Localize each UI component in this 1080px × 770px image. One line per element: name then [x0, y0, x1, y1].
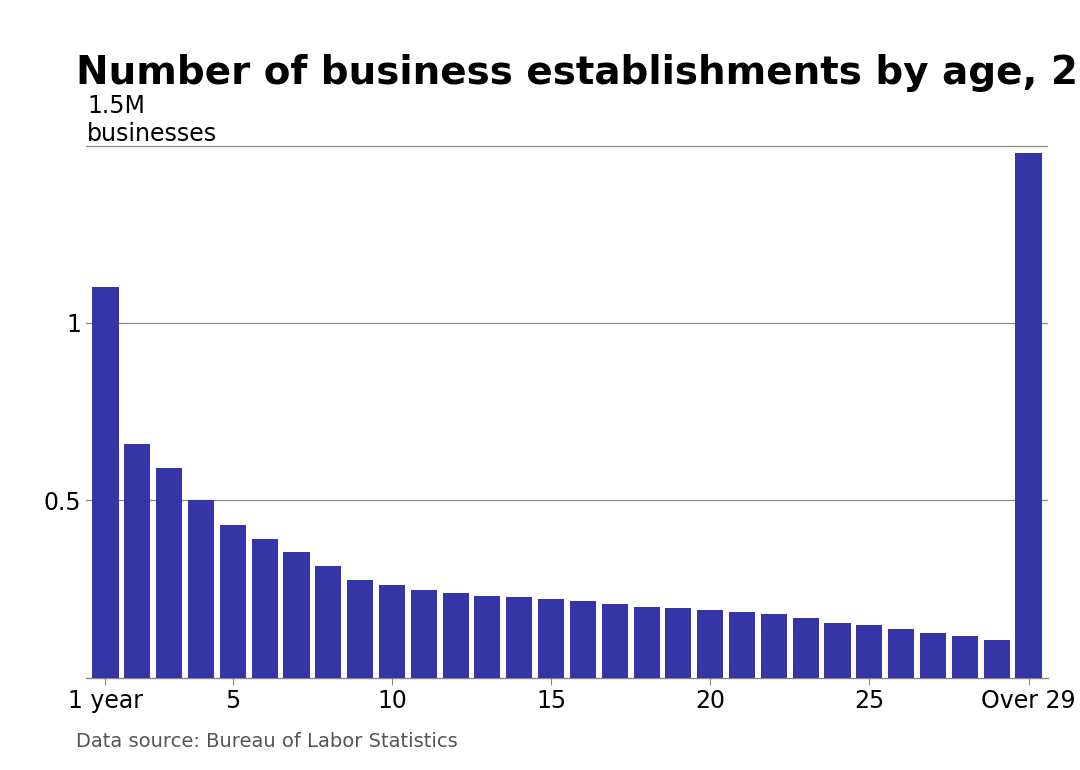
Bar — [698, 610, 724, 678]
Bar — [951, 636, 977, 678]
Text: 1.5M
businesses: 1.5M businesses — [87, 94, 217, 146]
Bar — [824, 623, 851, 678]
Bar — [665, 608, 691, 678]
Bar — [570, 601, 596, 678]
Bar — [443, 593, 469, 678]
Bar — [888, 628, 915, 678]
Bar — [474, 596, 500, 678]
Bar — [379, 585, 405, 678]
Text: Number of business establishments by age, 2022: Number of business establishments by age… — [76, 54, 1080, 92]
Bar — [124, 444, 150, 678]
Bar — [252, 539, 278, 678]
Bar — [729, 612, 755, 678]
Bar — [188, 500, 214, 678]
Bar — [283, 551, 310, 678]
Bar — [793, 618, 819, 678]
Bar — [1015, 152, 1041, 678]
Bar — [920, 633, 946, 678]
Bar — [219, 525, 246, 678]
Bar — [507, 598, 532, 678]
Bar — [315, 566, 341, 678]
Bar — [760, 614, 787, 678]
Bar — [856, 625, 882, 678]
Bar — [157, 468, 183, 678]
Bar — [984, 640, 1010, 678]
Text: Data source: Bureau of Labor Statistics: Data source: Bureau of Labor Statistics — [76, 732, 457, 751]
Bar — [93, 287, 119, 678]
Bar — [634, 607, 660, 678]
Bar — [602, 604, 627, 678]
Bar — [410, 590, 436, 678]
Bar — [347, 580, 374, 678]
Bar — [538, 599, 564, 678]
